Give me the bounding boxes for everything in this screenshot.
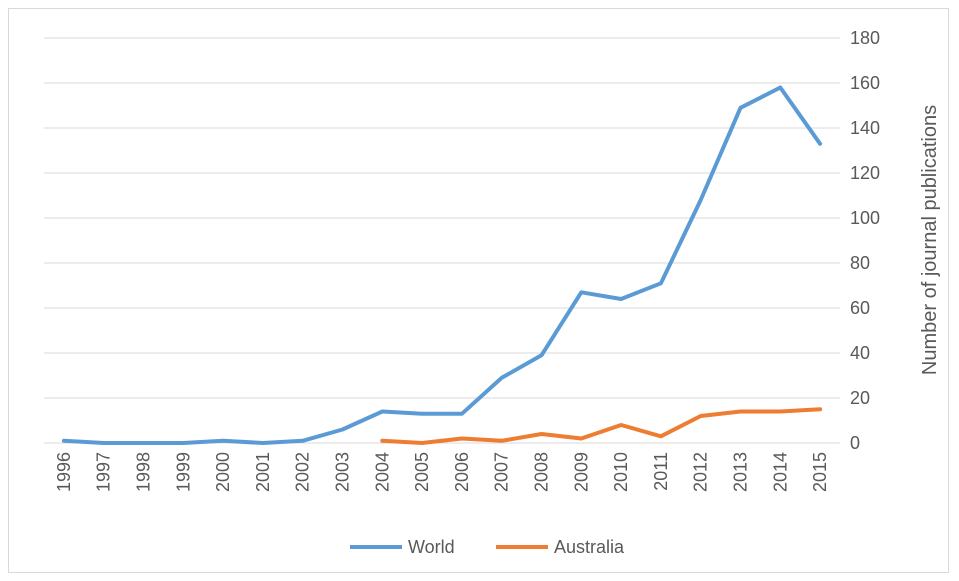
x-tick-label: 2004 (372, 452, 392, 492)
x-tick-label: 2001 (253, 452, 273, 492)
y-tick-label: 160 (850, 73, 880, 93)
y-tick-label: 40 (850, 343, 870, 363)
x-tick-label: 2013 (731, 452, 751, 492)
y-axis-ticks: 0 20 40 60 80 100 120 140 160 180 (850, 28, 880, 453)
x-tick-label: 1996 (54, 452, 74, 492)
series-line-world (61, 85, 823, 445)
gridlines (44, 37, 840, 444)
x-tick-label: 2014 (770, 452, 790, 492)
x-tick-label: 2006 (452, 452, 472, 492)
x-tick-label: 2015 (810, 452, 830, 492)
x-tick-label: 2010 (611, 452, 631, 492)
series-lines (61, 85, 823, 445)
x-tick-label: 2005 (412, 452, 432, 492)
y-tick-label: 80 (850, 253, 870, 273)
x-tick-label: 2000 (213, 452, 233, 492)
y-tick-label: 120 (850, 163, 880, 183)
y-axis-title: Number of journal publications (919, 105, 941, 375)
x-tick-label: 2012 (691, 452, 711, 492)
x-tick-label: 1999 (173, 452, 193, 492)
x-tick-label: 2007 (492, 452, 512, 492)
y-tick-label: 20 (850, 388, 870, 408)
legend-label-world: World (408, 537, 455, 557)
x-tick-label: 1997 (94, 452, 114, 492)
y-tick-label: 100 (850, 208, 880, 228)
x-axis-ticks: 1996 1997 1998 1999 2000 2001 2002 2003 2004 2005… (54, 452, 830, 492)
legend-label-australia: Australia (554, 537, 625, 557)
y-tick-label: 180 (850, 28, 880, 48)
x-tick-label: 2009 (571, 452, 591, 492)
x-tick-label: 2002 (293, 452, 313, 492)
y-tick-label: 0 (850, 433, 860, 453)
x-tick-label: 2008 (532, 452, 552, 492)
legend: World Australia (350, 537, 625, 557)
x-tick-label: 2011 (651, 452, 671, 491)
x-tick-label: 2003 (333, 452, 353, 492)
y-tick-label: 60 (850, 298, 870, 318)
y-tick-label: 140 (850, 118, 880, 138)
x-tick-label: 1998 (134, 452, 154, 492)
series-line-australia (380, 407, 823, 445)
